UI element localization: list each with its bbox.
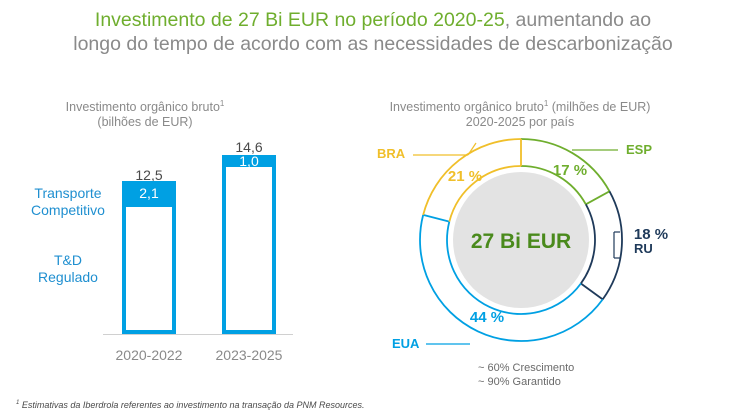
pct-label-esp: 17 % (553, 162, 587, 179)
footnote-sup: 1 (16, 400, 20, 406)
pct-label-ru: 18 % (634, 226, 668, 243)
bar-total-2023-2025: 14,6 (235, 139, 263, 155)
x-label-2020-2022: 2020-2022 (115, 347, 183, 363)
donut-separator-ru (580, 282, 604, 301)
country-label-esp: ESP (626, 142, 652, 157)
title-line2: longo do tempo de acordo com as necessid… (73, 33, 673, 55)
footnote: 1 Estimativas da Iberdrola referentes ao… (16, 400, 365, 410)
donut-chart-subtitle: Investimento orgânico bruto1 (milhões de… (360, 96, 680, 130)
donut-slices (419, 138, 623, 342)
bar-subtitle-line2: (bilhões de EUR) (97, 115, 193, 130)
title-highlight: Investimento de 27 Bi EUR no período 202… (94, 9, 505, 31)
bar-transporte-competitivo-2020-2022: 2,1 (122, 180, 176, 207)
legend-top-line2: Competitivo (31, 202, 105, 218)
donut-center-circle (453, 172, 589, 308)
legend-top-line1: Transporte (34, 185, 102, 201)
pct-label-bra: 21 % (448, 168, 482, 185)
note-garantido: ~ 90% Garantido (478, 376, 561, 388)
footnote-text: Estimativas da Iberdrola referentes ao i… (19, 400, 365, 410)
donut-slice-inner-esp (520, 165, 587, 205)
legend-bottom-line2: Regulado (38, 269, 98, 285)
donut-subtitle-line1a: Investimento orgânico bruto (389, 100, 544, 115)
bar-chart-subtitle: Investimento orgânico bruto1 (bilhões de… (40, 96, 250, 130)
bar-td-regulado-2020-2022 (122, 206, 176, 334)
bar-subtitle-sup: 1 (219, 99, 225, 108)
donut-slice-inner-eua (446, 221, 582, 315)
country-label-ru: RU (634, 241, 653, 256)
legend-bottom-line1: T&D (54, 252, 82, 268)
note-crescimento: ~ 60% Crescimento (478, 362, 575, 374)
leader-line-bra-d (467, 142, 477, 156)
bar-subtitle-line1: Investimento orgânico bruto (65, 100, 220, 115)
title-rest: , aumentando ao (504, 9, 652, 31)
bar-baseline (103, 334, 293, 335)
donut-subtitle-line2: 2020-2025 por país (465, 115, 575, 130)
donut-slice-esp (520, 138, 611, 192)
pct-label-eua: 44 % (470, 309, 504, 326)
donut-separator-eua (422, 214, 450, 223)
page-title: Investimento de 27 Bi EUR no período 202… (0, 8, 746, 56)
bar-transporte-competitivo-2023-2025: 1,0 (222, 154, 276, 168)
donut-subtitle-sup: 1 (543, 99, 549, 108)
country-label-eua: EUA (392, 336, 420, 351)
donut-slice-inner-bra (448, 165, 522, 222)
legend-transporte-competitivo: Transporte Competitivo (22, 185, 114, 219)
donut-slice-inner-ru (580, 203, 596, 285)
donut-center-label: 27 Bi EUR (471, 230, 571, 253)
donut-slice-bra (422, 138, 522, 216)
donut-separator-esp (585, 190, 610, 206)
donut-slice-ru (601, 190, 623, 300)
bar-td-regulado-2023-2025 (222, 167, 276, 334)
x-label-2023-2025: 2023-2025 (215, 347, 283, 363)
bar-total-2020-2022: 12,5 (135, 167, 163, 183)
country-label-bra: BRA (377, 146, 406, 161)
legend-td-regulado: T&D Regulado (22, 252, 114, 286)
donut-subtitle-line1b: (milhões de EUR) (548, 100, 651, 115)
donut-notes: ~ 60% Crescimento ~ 90% Garantido (478, 361, 574, 389)
donut-slice-eua (419, 214, 604, 342)
